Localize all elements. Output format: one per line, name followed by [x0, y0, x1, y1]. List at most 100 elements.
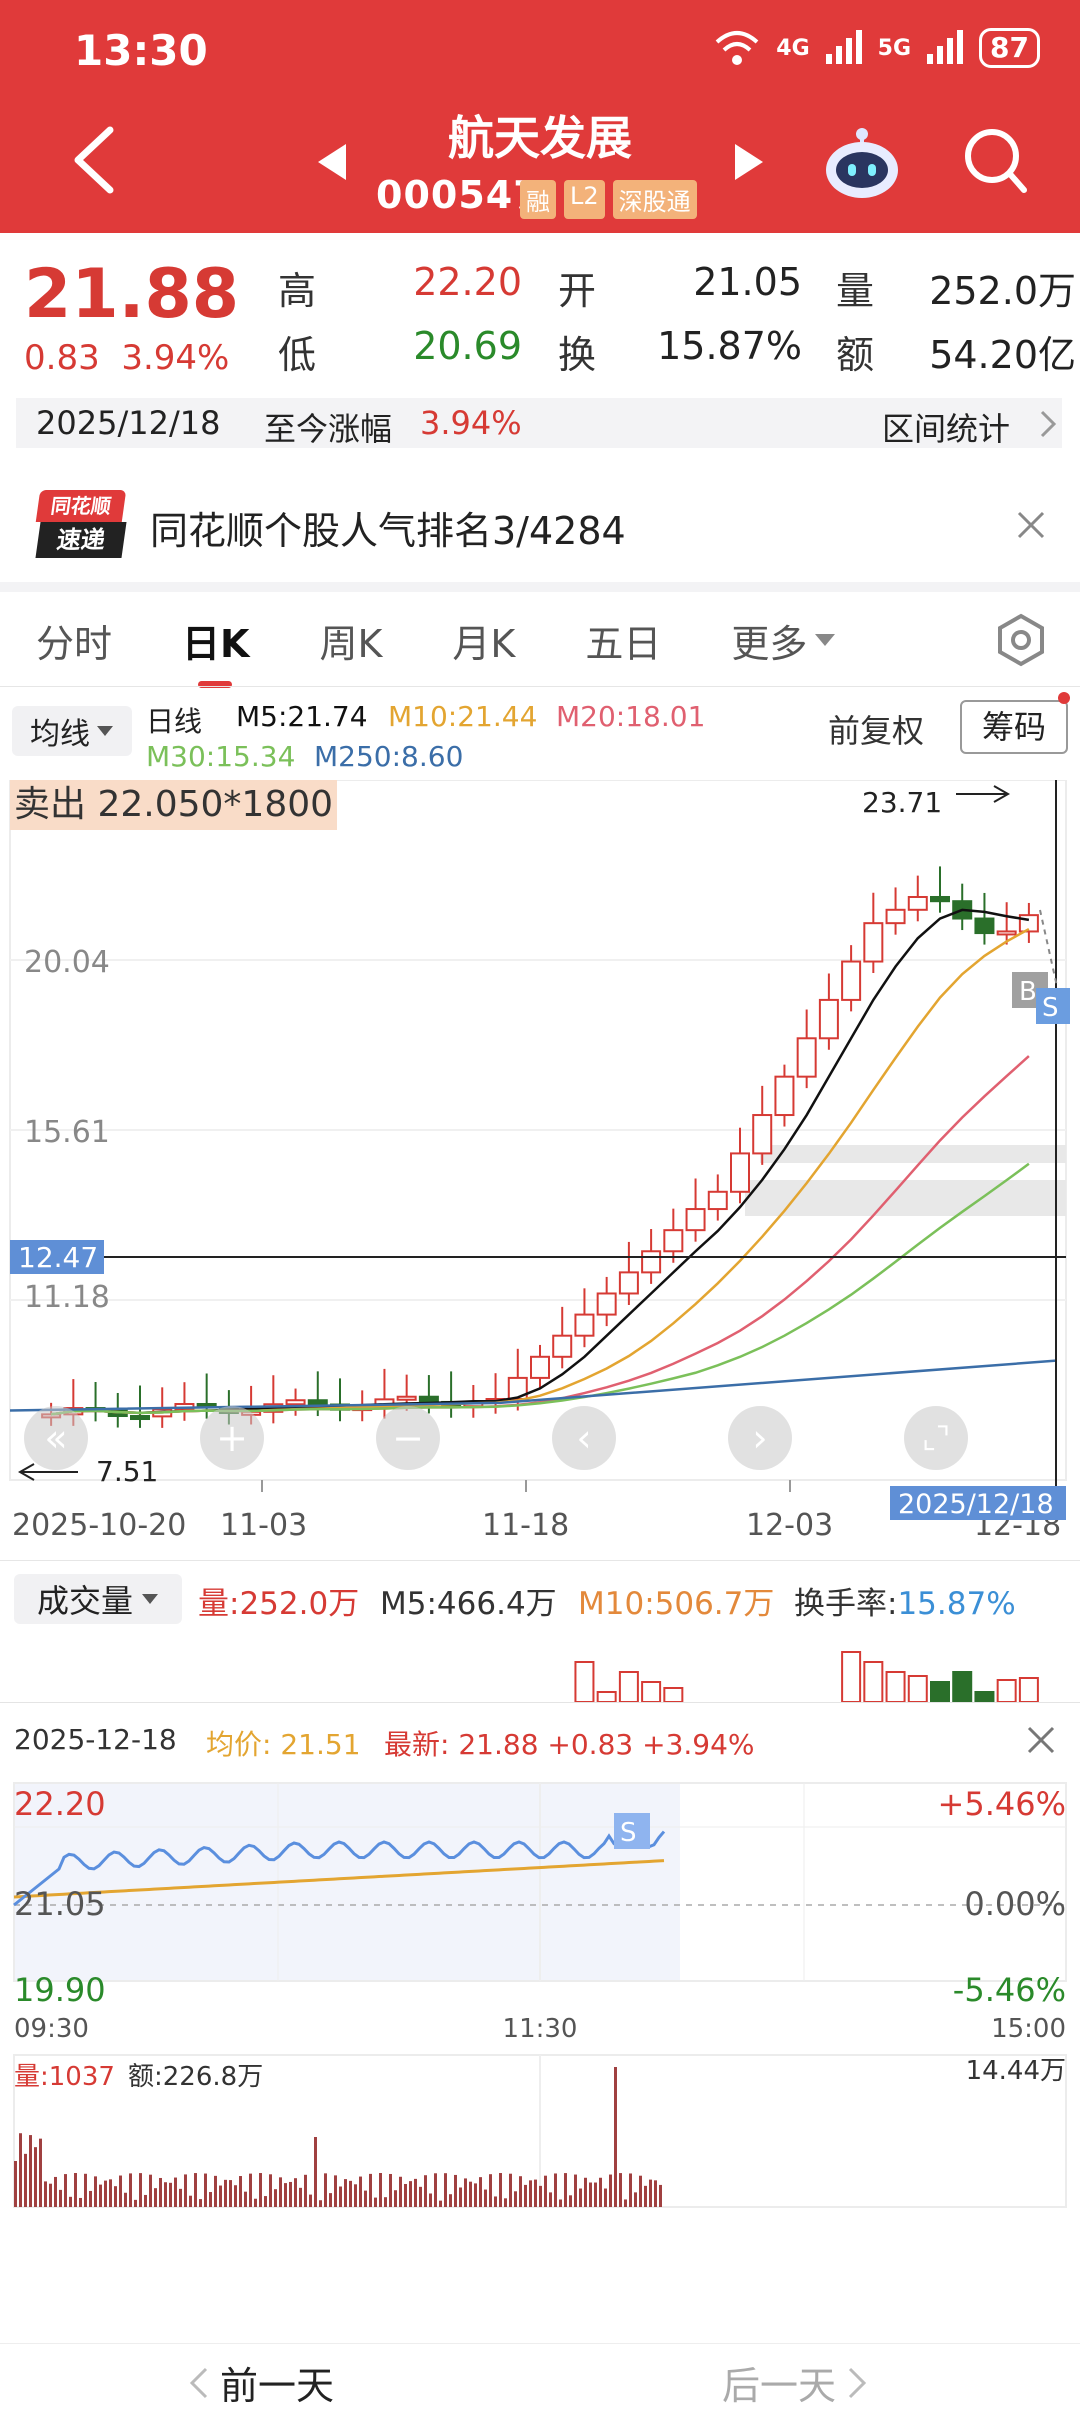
- ma-line: [50, 927, 1030, 1416]
- prev-stock-icon[interactable]: [318, 144, 348, 180]
- signal-icon-2: [927, 30, 964, 64]
- intraday-vol-bar: [89, 2190, 92, 2207]
- amount-label: 额: [836, 333, 875, 377]
- tab-weekly-k[interactable]: 周K: [319, 621, 383, 666]
- intraday-vol-bar: [519, 2176, 522, 2207]
- volume-label: 量: [836, 269, 875, 313]
- tabs-divider: [0, 686, 1080, 687]
- robot-assistant-icon[interactable]: [822, 124, 902, 200]
- prev-day-label: 前一天: [220, 2364, 335, 2408]
- intraday-vol-bar: [324, 2173, 327, 2207]
- prev-day-button[interactable]: 前一天: [188, 2355, 334, 2410]
- intraday-vol-bar: [319, 2200, 322, 2207]
- close-icon[interactable]: [1026, 1725, 1056, 1755]
- candle-body: [752, 1114, 773, 1155]
- candle-body: [574, 1313, 595, 1337]
- intraday-vol-bar: [374, 2197, 377, 2207]
- intraday-vol-bar: [169, 2182, 172, 2207]
- volume-bar: [618, 1671, 639, 1702]
- chips-button[interactable]: 筹码: [960, 700, 1068, 754]
- pan-right-button[interactable]: ›: [728, 1406, 792, 1470]
- candle-body: [130, 1415, 150, 1421]
- intraday-vol-bar: [344, 2179, 347, 2207]
- minus-icon: −: [392, 1416, 424, 1460]
- pan-left-button[interactable]: ‹: [552, 1406, 616, 1470]
- fullscreen-button[interactable]: ⌞⌝: [904, 1406, 968, 1470]
- zoom-in-button[interactable]: +: [200, 1406, 264, 1470]
- intraday-vol-bar: [564, 2173, 567, 2207]
- ma250-line: [9, 1359, 1057, 1412]
- candle-body: [641, 1250, 662, 1274]
- zoom-out-far-button[interactable]: «: [24, 1406, 88, 1470]
- vol-m10: M10:506.7万: [578, 1586, 775, 1622]
- intraday-vol-bar: [39, 2138, 42, 2207]
- tab-five-day[interactable]: 五日: [585, 621, 662, 666]
- settings-hex-icon[interactable]: [994, 613, 1048, 667]
- chevron-right-icon: ›: [752, 1416, 768, 1460]
- intraday-vol-bar: [309, 2194, 312, 2207]
- intraday-vol-bar: [559, 2199, 562, 2207]
- intraday-vol-bar: [284, 2183, 287, 2207]
- intraday-vol-bar: [419, 2186, 422, 2207]
- zoom-out-button[interactable]: −: [376, 1406, 440, 1470]
- intraday-vol-bar: [384, 2197, 387, 2207]
- indicator-selector-label: 成交量: [36, 1582, 133, 1620]
- tab-daily-k[interactable]: 日K: [182, 613, 249, 688]
- adjust-mode[interactable]: 前复权: [828, 712, 925, 750]
- intraday-sell-marker: [614, 1813, 650, 1849]
- volume-bar: [574, 1661, 595, 1702]
- indicator-selector[interactable]: 成交量: [14, 1574, 182, 1624]
- tab-more[interactable]: 更多: [731, 621, 808, 666]
- candle-body: [796, 1037, 817, 1078]
- cursor-date-tag: [890, 1486, 1066, 1520]
- chart-period-tabs: 分时 日K 周K 月K 五日 更多: [0, 595, 1080, 688]
- search-icon[interactable]: [962, 126, 1028, 196]
- tab-monthly-k[interactable]: 月K: [452, 621, 516, 666]
- volume-bar: [1018, 1677, 1039, 1702]
- network-4g-label: 4G: [776, 35, 810, 61]
- intraday-vol-bar: [654, 2180, 657, 2207]
- back-arrow-icon[interactable]: [70, 125, 120, 195]
- intraday-vol-bar: [219, 2185, 222, 2207]
- candle-body: [552, 1334, 573, 1358]
- wifi-icon: [715, 31, 759, 65]
- intraday-vol-bar: [279, 2177, 282, 2207]
- intraday-vol-bar: [444, 2173, 447, 2207]
- intraday-pct-mid: 0.00%: [964, 1885, 1066, 1923]
- ma10-value: M10:21.44: [388, 700, 538, 733]
- logo-bottom: 速递: [35, 522, 127, 558]
- next-stock-icon[interactable]: [735, 144, 765, 180]
- intraday-vol-bar: [574, 2174, 577, 2207]
- date-summary-bar[interactable]: 2025/12/18 至今涨幅 3.94% 区间统计: [16, 398, 1062, 448]
- intraday-vol-bar: [299, 2187, 302, 2207]
- intraday-vol-bar: [479, 2177, 482, 2207]
- candle-body: [396, 1395, 417, 1401]
- intraday-vol-bar: [339, 2186, 342, 2207]
- ma-selector[interactable]: 均线: [12, 706, 132, 756]
- candle-body: [307, 1399, 328, 1406]
- intraday-vol-bar: [144, 2194, 147, 2207]
- candle-body: [841, 960, 862, 1001]
- intraday-vol-bar: [554, 2173, 557, 2207]
- intraday-vol-bar: [329, 2193, 332, 2207]
- intraday-vol-bar: [644, 2185, 647, 2207]
- summary-date: 2025/12/18: [36, 404, 221, 442]
- candle-body: [863, 922, 884, 963]
- intraday-vol-bar: [274, 2189, 277, 2207]
- date-label-2: 11-03: [220, 1508, 307, 1543]
- intraday-vol-bar: [314, 2137, 317, 2207]
- close-icon[interactable]: [1016, 510, 1046, 540]
- intraday-chart[interactable]: S 22.20 21.05 19.90 +5.46% 0.00% -5.46% …: [0, 1779, 1080, 2339]
- tab-intraday[interactable]: 分时: [36, 621, 113, 666]
- candle-body: [618, 1271, 639, 1295]
- popularity-banner[interactable]: 同花顺 速递 同花顺个股人气排名3/4284: [0, 470, 1080, 580]
- intraday-mid: 21.05: [14, 1885, 106, 1923]
- interval-stats-label[interactable]: 区间统计: [882, 410, 1011, 448]
- intraday-vol-bar: [439, 2200, 442, 2207]
- intraday-vol-bar: [194, 2173, 197, 2207]
- next-day-button[interactable]: 后一天: [722, 2355, 868, 2410]
- volume-divider: [0, 1560, 1080, 1561]
- intraday-vol-bar: [394, 2190, 397, 2207]
- intraday-vol-max: 14.44万: [966, 2056, 1066, 2086]
- intraday-date: 2025-12-18: [14, 1723, 177, 1756]
